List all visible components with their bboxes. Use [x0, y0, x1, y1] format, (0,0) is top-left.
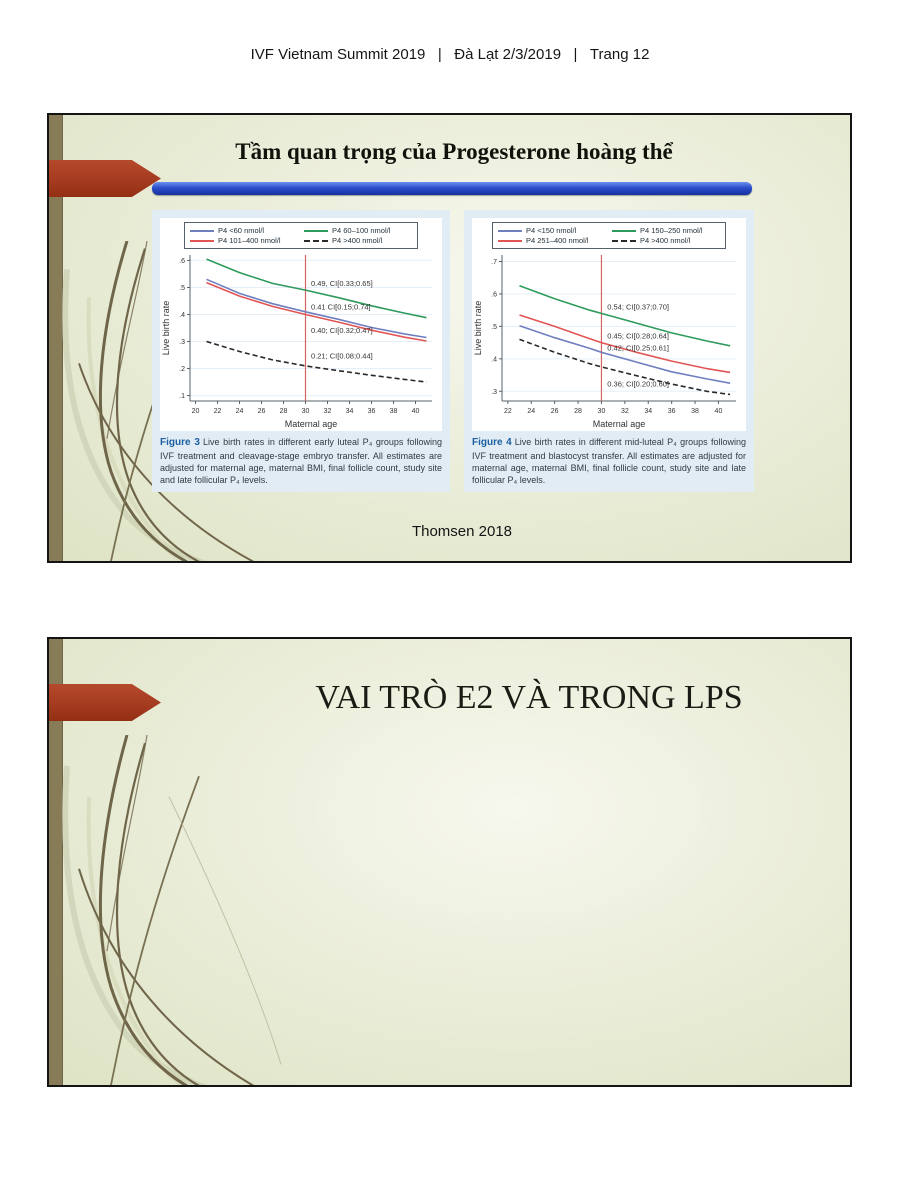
svg-text:.7: .7: [491, 259, 497, 266]
svg-text:.4: .4: [491, 356, 497, 363]
svg-text:.3: .3: [491, 389, 497, 396]
legend-label: P4 251–400 nmol/l: [526, 236, 589, 245]
svg-text:0.40; CI[0.32;0.47]: 0.40; CI[0.32;0.47]: [311, 326, 373, 335]
slide2-title: VAI TRÒ E2 VÀ TRONG LPS: [315, 679, 743, 716]
svg-text:.3: .3: [179, 339, 185, 346]
legend-item: P4 101–400 nmol/l: [190, 236, 298, 245]
blue-line-swatch: [190, 229, 214, 232]
slide-2: VAI TRÒ E2 VÀ TRONG LPS: [47, 637, 852, 1087]
svg-text:0.41 CI[0.15;0.74]: 0.41 CI[0.15;0.74]: [311, 303, 371, 312]
legend-label: P4 60–100 nmol/l: [332, 226, 391, 235]
green-line-swatch: [304, 229, 328, 232]
figure4-caption-label: Figure 4: [472, 437, 512, 448]
legend-item: P4 251–400 nmol/l: [498, 236, 606, 245]
legend-label: P4 <150 nmol/l: [526, 226, 577, 235]
svg-text:Maternal age: Maternal age: [285, 419, 338, 429]
svg-text:Maternal age: Maternal age: [593, 419, 646, 429]
svg-text:.6: .6: [491, 291, 497, 298]
svg-text:.2: .2: [179, 366, 185, 373]
title-rule-bar: [152, 182, 752, 195]
figure3-legend: P4 <60 nmol/l P4 60–100 nmol/l P4 101–40…: [184, 222, 418, 249]
slide-1: Tầm quan trọng của Progesterone hoàng th…: [47, 113, 852, 563]
legend-item: P4 >400 nmol/l: [612, 236, 720, 245]
figure4-caption: Figure 4 Live birth rates in different mi…: [472, 436, 746, 486]
svg-text:38: 38: [691, 408, 699, 415]
figure3-panel: P4 <60 nmol/l P4 60–100 nmol/l P4 101–40…: [152, 210, 450, 492]
accent-arrow: [49, 160, 161, 197]
svg-text:40: 40: [412, 408, 420, 415]
svg-text:.5: .5: [491, 324, 497, 331]
svg-text:34: 34: [644, 408, 652, 415]
svg-text:34: 34: [346, 408, 354, 415]
figure4-plot: 22 24 26 28 30 32 34 36 38 40 .3 .4 .5 .6 .7 0.54; CI[0…: [473, 255, 736, 429]
dashed-line-swatch: [612, 239, 636, 242]
svg-text:Live birth rate: Live birth rate: [473, 301, 483, 356]
svg-text:26: 26: [551, 408, 559, 415]
legend-item: P4 <60 nmol/l: [190, 226, 298, 235]
figure3-caption-label: Figure 3: [160, 437, 200, 448]
svg-text:28: 28: [574, 408, 582, 415]
svg-text:.5: .5: [179, 285, 185, 292]
svg-text:0.45; CI[0.28;0.64]: 0.45; CI[0.28;0.64]: [607, 331, 669, 340]
svg-text:22: 22: [504, 408, 512, 415]
figure4-panel: P4 <150 nmol/l P4 150–250 nmol/l P4 251–…: [464, 210, 754, 492]
figure3-caption: Figure 3 Live birth rates in different ea…: [160, 436, 442, 486]
legend-label: P4 >400 nmol/l: [640, 236, 691, 245]
svg-text:22: 22: [214, 408, 222, 415]
dashed-line-swatch: [304, 239, 328, 242]
svg-text:24: 24: [527, 408, 535, 415]
svg-text:32: 32: [621, 408, 629, 415]
legend-item: P4 150–250 nmol/l: [612, 226, 720, 235]
svg-text:20: 20: [192, 408, 200, 415]
figure3-chart-box: P4 <60 nmol/l P4 60–100 nmol/l P4 101–40…: [160, 218, 442, 431]
legend-label: P4 <60 nmol/l: [218, 226, 265, 235]
legend-item: P4 <150 nmol/l: [498, 226, 606, 235]
svg-text:0.36; CI[0.20;0.60]: 0.36; CI[0.20;0.60]: [607, 379, 669, 388]
svg-text:26: 26: [258, 408, 266, 415]
svg-text:0.42; CI[0.25;0.61]: 0.42; CI[0.25;0.61]: [607, 343, 669, 352]
figure3-caption-text: Live birth rates in different early lute…: [160, 437, 442, 485]
legend-item: P4 60–100 nmol/l: [304, 226, 412, 235]
svg-text:Live birth rate: Live birth rate: [161, 301, 171, 356]
svg-text:0.21; CI[0.08;0.44]: 0.21; CI[0.08;0.44]: [311, 352, 373, 361]
svg-text:.1: .1: [179, 393, 185, 400]
svg-text:.4: .4: [179, 312, 185, 319]
slide1-title: Tầm quan trọng của Progesterone hoàng th…: [235, 139, 673, 164]
svg-text:0.49, CI[0.33;0.65]: 0.49, CI[0.33;0.65]: [311, 279, 373, 288]
svg-text:38: 38: [390, 408, 398, 415]
citation: Thomsen 2018: [411, 523, 513, 540]
page-header: IVF Vietnam Summit 2019 | Đà Lạt 2/3/201…: [250, 46, 650, 63]
svg-text:36: 36: [668, 408, 676, 415]
svg-text:24: 24: [236, 408, 244, 415]
svg-text:30: 30: [302, 408, 310, 415]
legend-label: P4 101–400 nmol/l: [218, 236, 281, 245]
figures-row: P4 <60 nmol/l P4 60–100 nmol/l P4 101–40…: [152, 210, 794, 492]
svg-text:36: 36: [368, 408, 376, 415]
svg-text:32: 32: [324, 408, 332, 415]
grass-decoration: [62, 735, 282, 1085]
figure4-chart-box: P4 <150 nmol/l P4 150–250 nmol/l P4 251–…: [472, 218, 746, 431]
blue-line-swatch: [498, 229, 522, 232]
legend-label: P4 150–250 nmol/l: [640, 226, 703, 235]
figure4-caption-text: Live birth rates in different mid-luteal…: [472, 437, 746, 485]
red-line-swatch: [190, 239, 214, 242]
svg-text:30: 30: [598, 408, 606, 415]
figure4-legend: P4 <150 nmol/l P4 150–250 nmol/l P4 251–…: [492, 222, 726, 249]
svg-text:28: 28: [280, 408, 288, 415]
svg-text:.6: .6: [179, 258, 185, 265]
svg-text:40: 40: [715, 408, 723, 415]
figure3-plot: 20 22 24 26 28 30 32 34 36 38 40 .1 .2 .3 .4 .5 .6 0.49, …: [161, 255, 432, 429]
green-line-swatch: [612, 229, 636, 232]
red-line-swatch: [498, 239, 522, 242]
svg-text:0.54; CI[0.37;0.70]: 0.54; CI[0.37;0.70]: [607, 303, 669, 312]
legend-label: P4 >400 nmol/l: [332, 236, 383, 245]
accent-arrow: [49, 684, 161, 721]
legend-item: P4 >400 nmol/l: [304, 236, 412, 245]
